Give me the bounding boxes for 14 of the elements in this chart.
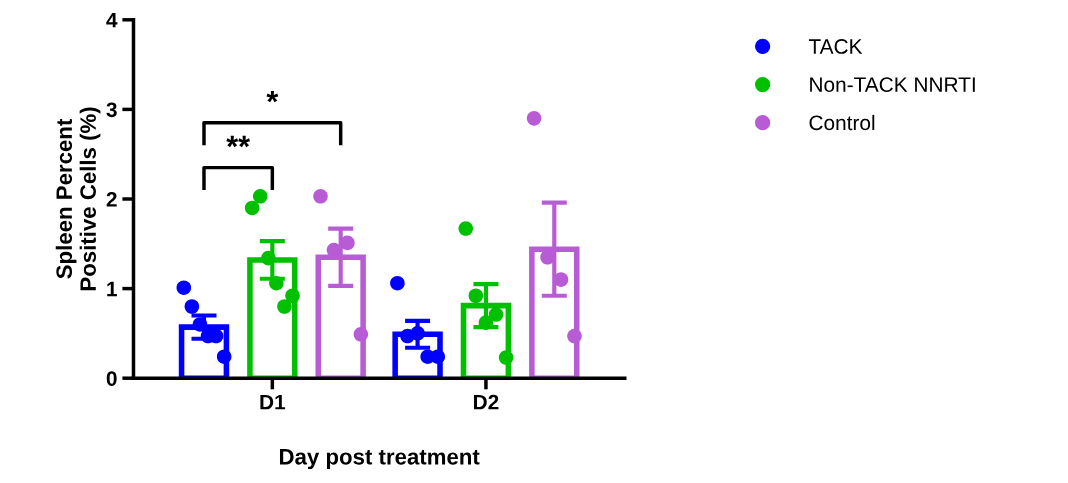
y-tick-label: 2 bbox=[106, 192, 117, 207]
legend-label: Control bbox=[809, 114, 875, 131]
legend-label: TACK bbox=[808, 39, 863, 54]
y-tick-label: 1 bbox=[107, 281, 117, 297]
y-tick-label: 0 bbox=[106, 371, 117, 386]
annotation: * bbox=[266, 91, 279, 103]
y-tick-label: 3 bbox=[106, 102, 117, 118]
y-axis-title: Spleen Percent Positive Cells (%) bbox=[55, 107, 101, 291]
x-axis-title: Day post treatment bbox=[279, 449, 480, 470]
legend-label: Non-TACK NNRTI bbox=[810, 77, 975, 93]
annotation: ** bbox=[226, 135, 251, 148]
y-tick-label: 4 bbox=[106, 13, 118, 28]
x-tick-label: D1 bbox=[260, 394, 286, 410]
x-tick-label: D2 bbox=[474, 394, 499, 410]
